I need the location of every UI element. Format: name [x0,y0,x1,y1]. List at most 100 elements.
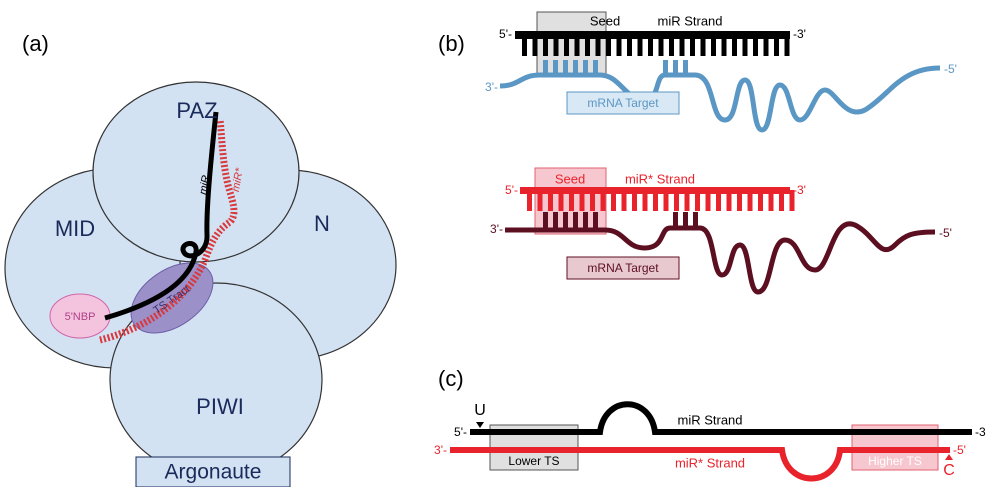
base-tooth [563,60,568,75]
base-tooth [784,35,790,56]
base-tooth [637,35,643,56]
base-tooth [695,190,700,211]
base-tooth [611,190,616,211]
domain-label: PAZ [176,98,217,123]
end-label: -5' [944,62,957,76]
base-tooth [553,212,558,230]
base-tooth [758,190,763,211]
base-tooth [553,60,558,75]
base-tooth [679,35,685,56]
base-tooth [595,35,601,56]
base-tooth [674,190,679,211]
base-tooth [726,190,732,211]
target-label: mRNA Target [587,96,659,110]
higher-label: Higher TS [868,454,922,468]
base-tooth [558,190,564,211]
base-tooth [673,212,678,230]
u-label: U [474,402,486,419]
star-strand [450,447,950,482]
panel-label: (b) [438,31,465,56]
base-tooth [642,190,648,211]
base-tooth [585,35,590,56]
base-tooth [574,35,580,56]
base-tooth [716,190,721,211]
end-label: 3'- [485,80,498,94]
base-tooth [543,212,548,230]
base-tooth [663,60,668,75]
base-tooth [573,60,578,75]
base-tooth [583,60,588,75]
mrna-target [505,221,936,295]
end-label: -5' [939,226,952,240]
base-tooth [553,35,559,56]
domain-label: PIWI [196,394,244,419]
base-tooth [683,212,688,230]
base-tooth [690,35,695,56]
end-label: -5' [953,443,966,457]
guide-backbone [515,31,790,39]
base-tooth [532,35,538,56]
base-tooth [653,190,658,211]
base-tooth [705,190,711,211]
base-tooth [789,190,795,211]
base-tooth [563,212,568,230]
seed-label: Seed [555,171,585,186]
base-tooth [779,190,784,211]
strand-label: miR* Strand [625,171,695,186]
base-tooth [683,60,688,75]
domain-label: N [314,211,330,236]
panel-label: (a) [22,31,49,56]
panel-label: (c) [438,366,464,391]
base-tooth [621,190,627,211]
base-tooth [747,190,753,211]
base-tooth [583,212,588,230]
base-tooth [537,190,543,211]
end-label: 5'- [454,425,467,439]
lower-label: Lower TS [508,454,559,468]
end-label: 3'- [434,443,447,457]
base-tooth [768,190,774,211]
star-label: miR* Strand [675,455,745,470]
base-tooth [548,190,553,211]
base-tooth [606,35,611,56]
strand-label: miR Strand [657,13,722,28]
base-tooth [590,190,595,211]
base-tooth [658,35,664,56]
end-label: 5'- [499,27,512,41]
base-tooth [593,60,598,75]
guide-strand [470,401,972,435]
base-tooth [721,35,727,56]
end-label: -3' [793,183,806,197]
c-label: C [943,462,955,479]
base-tooth [663,190,669,211]
target-label: mRNA Target [587,261,659,275]
base-tooth [737,190,742,211]
paz-domain [92,81,300,263]
caption: Argonaute [165,461,262,484]
base-tooth [569,190,574,211]
star-backbone [520,187,790,194]
base-tooth [600,190,606,211]
base-tooth [711,35,716,56]
base-tooth [543,60,548,75]
end-label: 5'- [505,183,518,197]
base-tooth [522,35,527,56]
base-tooth [564,35,569,56]
base-tooth [669,35,674,56]
target-box [566,256,680,280]
arrow [476,422,484,428]
base-tooth [732,35,737,56]
base-tooth [774,35,779,56]
target-box [566,91,680,115]
caption-box [135,456,291,487]
base-tooth [543,35,548,56]
end-label: -3' [793,27,806,41]
base-tooth [573,212,578,230]
base-tooth [648,35,653,56]
base-tooth [579,190,585,211]
end-label: 3'- [490,222,503,236]
base-tooth [593,212,598,230]
seed-label: Seed [590,13,620,28]
base-tooth [763,35,769,56]
